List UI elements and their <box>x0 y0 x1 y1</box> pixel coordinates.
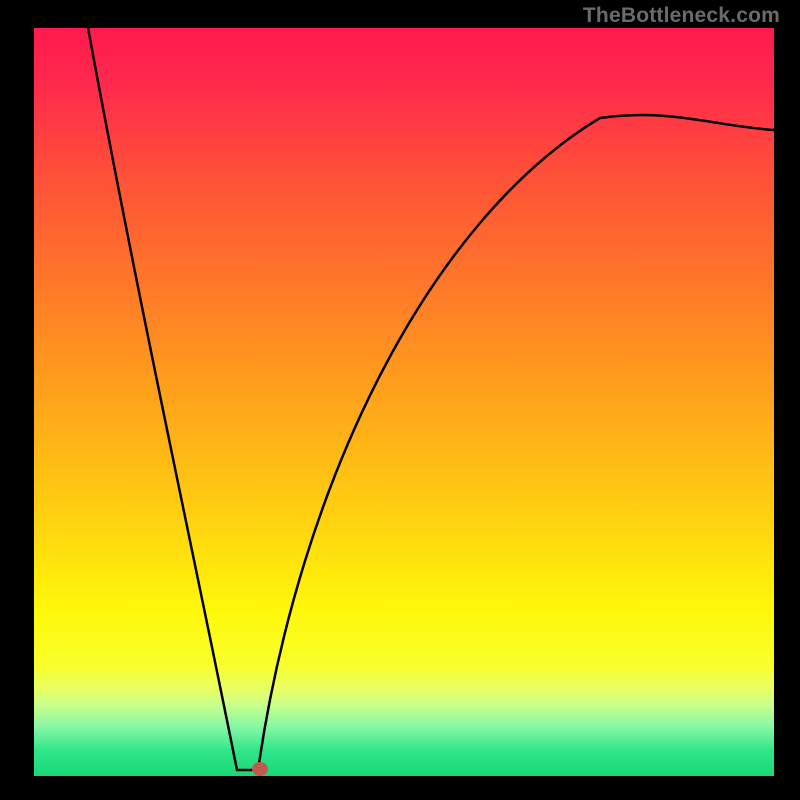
chart-svg <box>0 0 800 800</box>
plot-background-gradient <box>34 28 774 776</box>
chart-stage: TheBottleneck.com <box>0 0 800 800</box>
watermark-text: TheBottleneck.com <box>583 4 780 28</box>
optimum-marker <box>252 762 268 776</box>
